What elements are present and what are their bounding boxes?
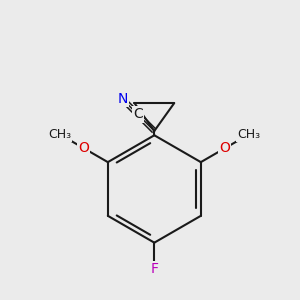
Text: CH₃: CH₃ (48, 128, 71, 141)
Text: C: C (133, 107, 142, 122)
Text: CH₃: CH₃ (237, 128, 260, 141)
Text: O: O (219, 141, 230, 155)
Text: N: N (117, 92, 128, 106)
Text: F: F (150, 262, 158, 276)
Text: O: O (78, 141, 89, 155)
